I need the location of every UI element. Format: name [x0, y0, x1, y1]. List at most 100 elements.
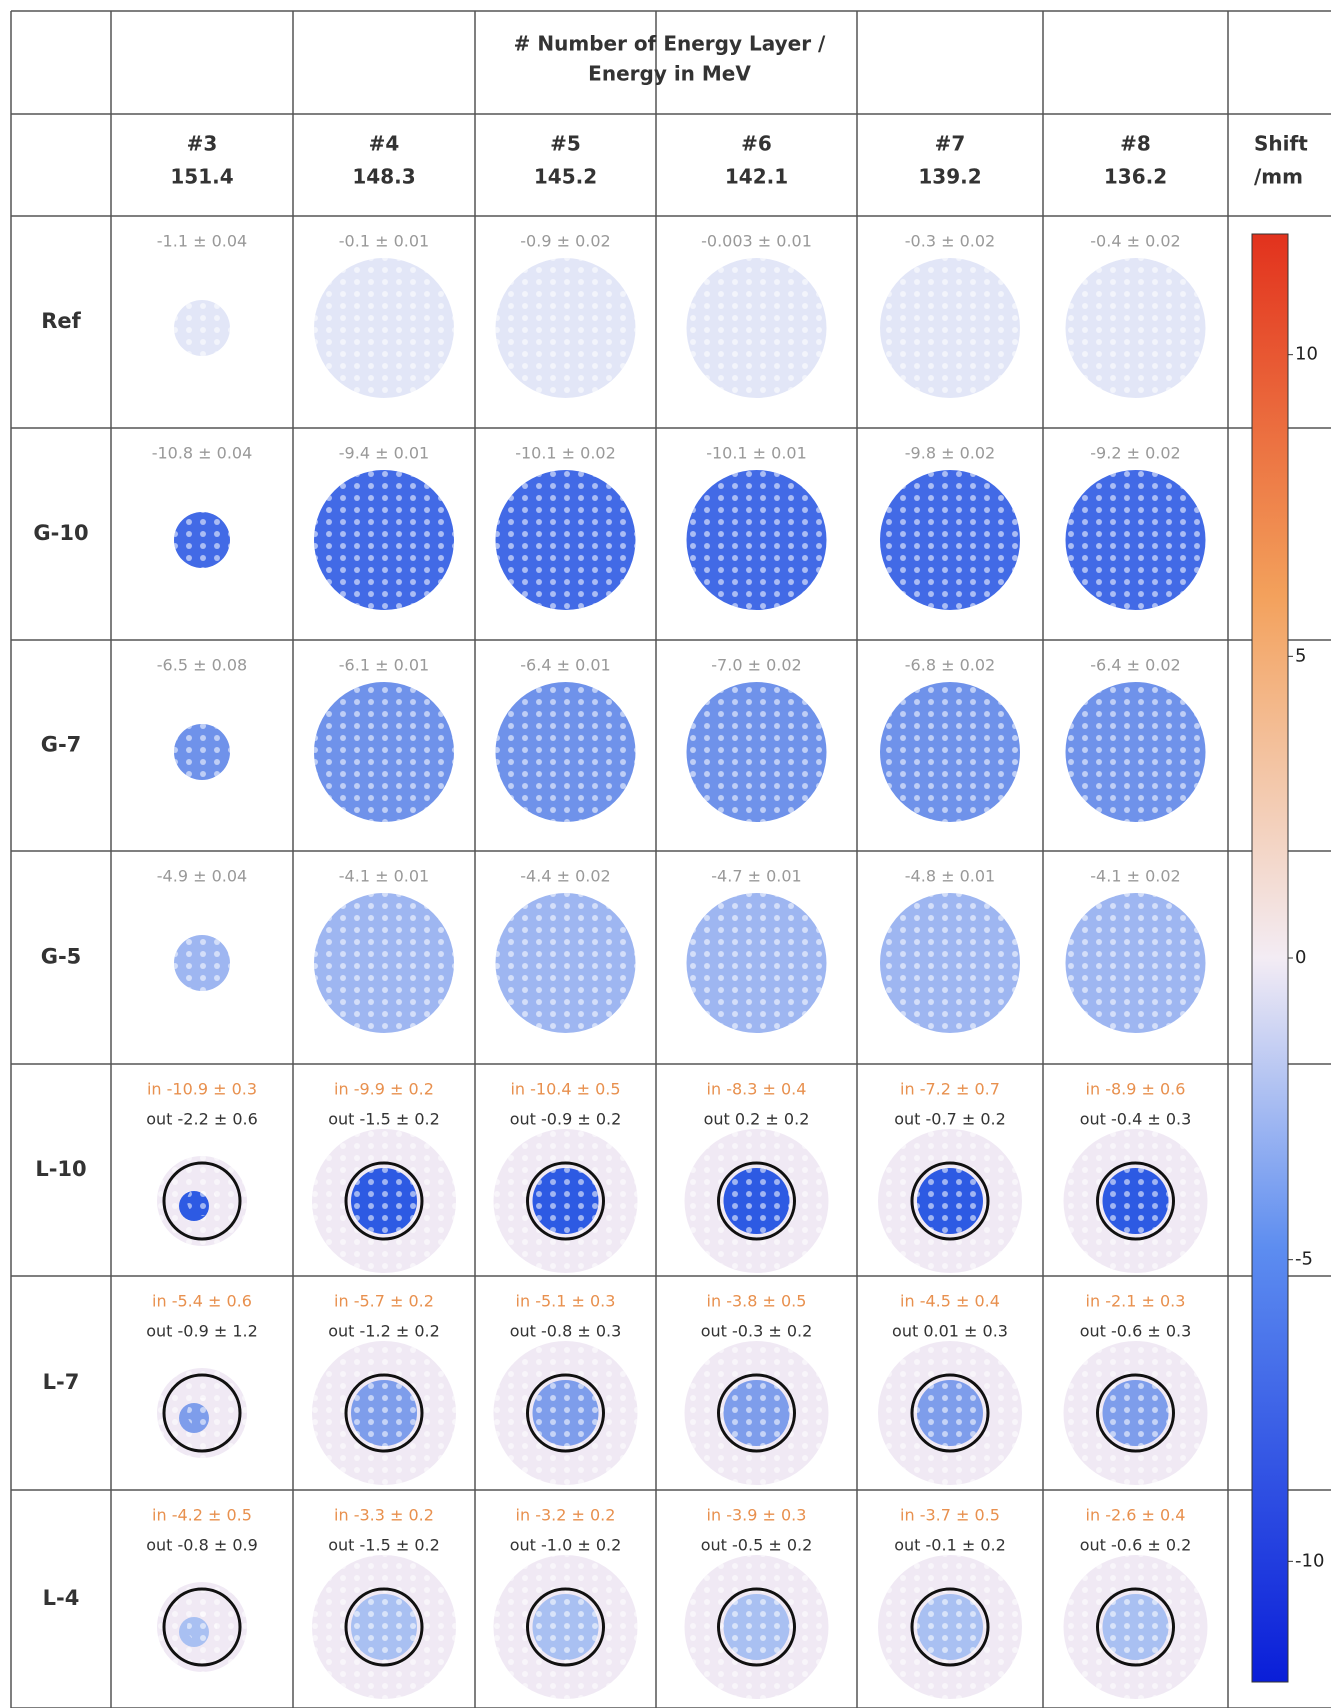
cell-annotation: -4.9 ± 0.04 [157, 867, 247, 886]
cell-annotation: -9.8 ± 0.02 [905, 444, 995, 463]
map-inner-dots [917, 1380, 983, 1446]
cell-annotation: in -2.1 ± 0.3 [1086, 1292, 1186, 1311]
map-inner-dots [532, 1594, 599, 1660]
map-blob-dots [495, 258, 636, 398]
roi-circle [910, 1587, 990, 1667]
cell-annotation: out -0.4 ± 0.3 [1080, 1110, 1192, 1129]
cell-annotation: -6.5 ± 0.08 [157, 656, 247, 675]
cell-annotation: -9.2 ± 0.02 [1090, 444, 1180, 463]
cell-annotation: out -0.8 ± 0.3 [510, 1322, 622, 1341]
cell-annotation: out 0.01 ± 0.3 [892, 1322, 1008, 1341]
cell-annotation: out -1.2 ± 0.2 [328, 1322, 440, 1341]
map-blob-dots [314, 893, 454, 1033]
column-energy: 145.2 [534, 165, 597, 189]
map-inner-dots [917, 1168, 983, 1234]
header-title: Energy in MeV [588, 62, 751, 86]
map-inner-dots [187, 1398, 217, 1428]
column-layer: #5 [550, 132, 581, 156]
roi-circle [910, 1161, 990, 1241]
cell-annotation: out -0.8 ± 0.9 [146, 1536, 258, 1555]
cell-annotation: out -0.1 ± 0.2 [894, 1536, 1006, 1555]
map-blob-dots [1065, 470, 1206, 610]
cell-annotation: -7.0 ± 0.02 [711, 656, 801, 675]
header-title: # Number of Energy Layer / [514, 32, 826, 56]
cell-annotation: out -1.5 ± 0.2 [328, 1536, 440, 1555]
row-label: L-4 [43, 1586, 80, 1610]
cell-annotation: -4.4 ± 0.02 [520, 867, 610, 886]
cell-annotation: in -5.4 ± 0.6 [152, 1292, 252, 1311]
cell-annotation: in -10.9 ± 0.3 [147, 1080, 257, 1099]
cell-annotation: in -8.3 ± 0.4 [707, 1080, 807, 1099]
cell-annotation: in -8.9 ± 0.6 [1086, 1080, 1186, 1099]
cell-annotation: -6.4 ± 0.02 [1090, 656, 1180, 675]
cell-annotation: in -5.7 ± 0.2 [334, 1292, 434, 1311]
column-layer: #4 [369, 132, 400, 156]
map-inner-dots [187, 1186, 217, 1216]
map-inner-dots [723, 1594, 790, 1660]
map-inner-dots [1102, 1380, 1169, 1446]
column-layer: #8 [1120, 132, 1151, 156]
roi-circle [526, 1587, 605, 1667]
roi-circle [717, 1161, 796, 1241]
cell-annotation: -6.8 ± 0.02 [905, 656, 995, 675]
map-blob-dots [686, 258, 827, 398]
colorbar-label: Shift [1254, 132, 1308, 156]
row-label: G-7 [41, 733, 82, 757]
cell-annotation: in -3.7 ± 0.5 [900, 1506, 1000, 1525]
cell-annotation: -4.1 ± 0.01 [339, 867, 429, 886]
cell-annotation: in -3.3 ± 0.2 [334, 1506, 434, 1525]
cell-annotation: out -1.5 ± 0.2 [328, 1110, 440, 1129]
roi-circle [344, 1161, 424, 1241]
column-layer: #7 [935, 132, 966, 156]
cell-annotation: in -3.9 ± 0.3 [707, 1506, 807, 1525]
map-blob-dots [174, 724, 230, 780]
colorbar-tick-label: 5 [1295, 645, 1306, 666]
colorbar [1251, 233, 1289, 1683]
map-blob-dots [686, 893, 827, 1033]
cell-annotation: in -3.2 ± 0.2 [516, 1506, 616, 1525]
map-blob-dots [314, 258, 454, 398]
cell-annotation: -0.9 ± 0.02 [520, 232, 610, 251]
column-energy: 139.2 [918, 165, 981, 189]
roi-circle [717, 1373, 796, 1453]
cell-annotation: out -0.9 ± 0.2 [510, 1110, 622, 1129]
cell-annotation: -1.1 ± 0.04 [157, 232, 247, 251]
cell-annotation: -9.4 ± 0.01 [339, 444, 429, 463]
map-inner-dots [723, 1168, 790, 1234]
cell-annotation: -10.1 ± 0.02 [515, 444, 616, 463]
cell-annotation: in -3.8 ± 0.5 [707, 1292, 807, 1311]
column-layer: #3 [187, 132, 218, 156]
cell-annotation: -10.1 ± 0.01 [706, 444, 807, 463]
colorbar-tick-label: -10 [1295, 1550, 1324, 1571]
map-blob-dots [880, 470, 1020, 610]
roi-circle [910, 1373, 990, 1453]
cell-annotation: -0.1 ± 0.01 [339, 232, 429, 251]
cell-annotation: -4.1 ± 0.02 [1090, 867, 1180, 886]
cell-annotation: -0.3 ± 0.02 [905, 232, 995, 251]
cell-annotation: -6.1 ± 0.01 [339, 656, 429, 675]
map-inner-dots [351, 1168, 417, 1234]
row-label: Ref [41, 309, 81, 333]
roi-circle [162, 1373, 242, 1453]
roi-circle [1096, 1161, 1175, 1241]
map-inner-dots [532, 1380, 599, 1446]
cell-annotation: in -5.1 ± 0.3 [516, 1292, 616, 1311]
map-inner-dots [187, 1612, 217, 1642]
cell-annotation: in -4.2 ± 0.5 [152, 1506, 252, 1525]
map-blob-dots [1065, 258, 1206, 398]
row-label: G-10 [33, 521, 88, 545]
roi-circle [526, 1373, 605, 1453]
cell-annotation: in -2.6 ± 0.4 [1086, 1506, 1186, 1525]
map-blob-dots [314, 682, 454, 822]
map-blob-dots [495, 682, 636, 822]
map-blob-dots [880, 893, 1020, 1033]
column-energy: 148.3 [352, 165, 415, 189]
cell-annotation: out -2.2 ± 0.6 [146, 1110, 258, 1129]
roi-circle [344, 1587, 424, 1667]
map-blob-dots [314, 470, 454, 610]
map-blob-dots [686, 470, 827, 610]
cell-annotation: -4.7 ± 0.01 [711, 867, 801, 886]
map-blob-dots [174, 935, 230, 991]
map-inner-dots [1102, 1594, 1169, 1660]
